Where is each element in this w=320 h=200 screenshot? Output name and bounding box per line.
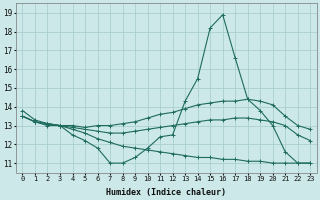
X-axis label: Humidex (Indice chaleur): Humidex (Indice chaleur) — [106, 188, 226, 197]
